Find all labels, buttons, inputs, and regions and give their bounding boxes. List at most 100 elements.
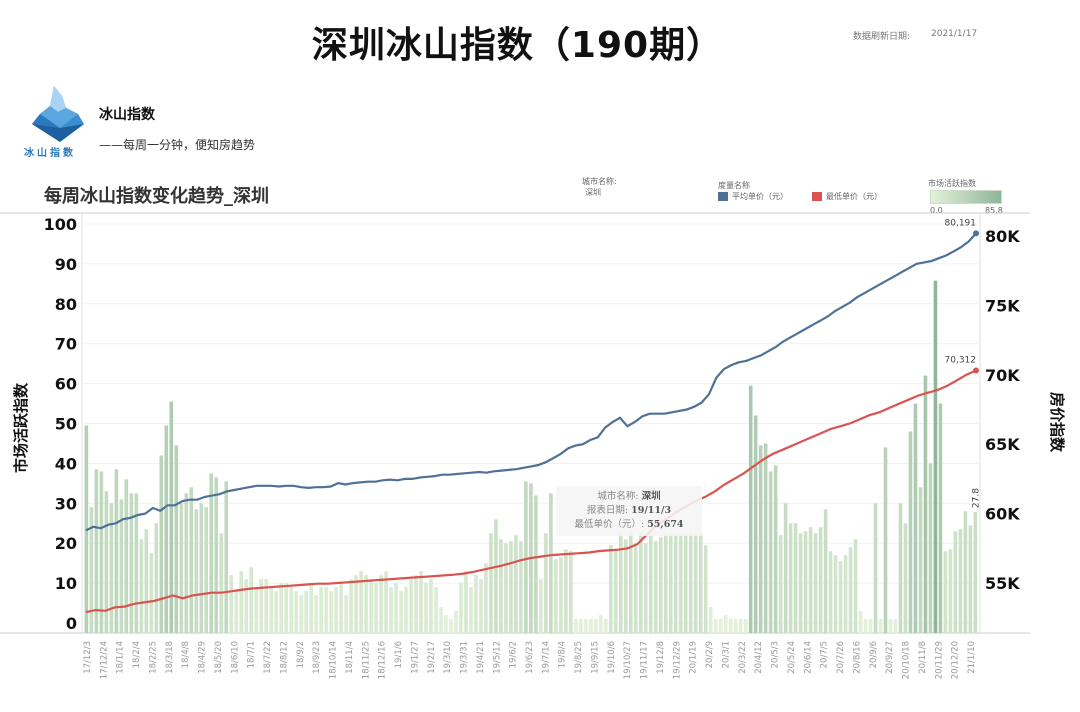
activity-bar[interactable] <box>838 561 843 633</box>
activity-bar[interactable] <box>614 549 618 633</box>
activity-bar[interactable] <box>269 587 273 633</box>
activity-bar[interactable] <box>723 615 728 633</box>
activity-bars[interactable] <box>84 280 978 633</box>
activity-bar[interactable] <box>688 533 693 633</box>
activity-bar[interactable] <box>444 615 448 633</box>
activity-bar[interactable] <box>379 575 383 633</box>
activity-bar[interactable] <box>179 503 184 633</box>
activity-bar[interactable] <box>524 481 528 633</box>
activity-bar[interactable] <box>888 619 893 633</box>
activity-bar[interactable] <box>743 619 748 633</box>
activity-bar[interactable] <box>134 493 139 633</box>
legend-item-avg-price[interactable]: 平均单价（元） <box>718 191 788 202</box>
activity-bar[interactable] <box>863 619 868 633</box>
activity-bar[interactable] <box>99 471 104 633</box>
activity-bar[interactable] <box>474 575 478 633</box>
activity-bar[interactable] <box>623 539 628 633</box>
activity-bar[interactable] <box>758 445 763 633</box>
activity-bar[interactable] <box>833 555 838 633</box>
activity-bar[interactable] <box>204 507 209 633</box>
activity-bar[interactable] <box>304 591 308 633</box>
activity-bar[interactable] <box>409 579 413 633</box>
activity-bar[interactable] <box>584 619 588 633</box>
activity-bar[interactable] <box>419 571 423 633</box>
activity-bar[interactable] <box>394 583 398 633</box>
activity-bar[interactable] <box>424 583 428 633</box>
activity-bar[interactable] <box>94 469 99 633</box>
activity-bar[interactable] <box>544 533 548 633</box>
activity-bar[interactable] <box>384 571 388 633</box>
activity-bar[interactable] <box>963 511 968 633</box>
activity-bar[interactable] <box>469 587 473 633</box>
activity-bar[interactable] <box>279 583 283 633</box>
activity-bar[interactable] <box>628 531 633 633</box>
activity-bar[interactable] <box>214 477 219 633</box>
activity-bar[interactable] <box>778 535 783 633</box>
activity-bar[interactable] <box>818 527 823 633</box>
activity-bar[interactable] <box>594 619 598 633</box>
activity-bar[interactable] <box>299 595 303 633</box>
activity-bar[interactable] <box>798 533 803 633</box>
activity-bar[interactable] <box>224 481 229 633</box>
activity-bar[interactable] <box>464 571 468 633</box>
legend-item-min-price[interactable]: 最低单价（元） <box>812 191 882 202</box>
activity-bar[interactable] <box>708 607 713 633</box>
activity-bar[interactable] <box>953 531 958 633</box>
activity-bar[interactable] <box>579 619 583 633</box>
activity-bar[interactable] <box>364 575 368 633</box>
activity-bar[interactable] <box>104 491 109 633</box>
activity-bar[interactable] <box>958 529 963 633</box>
avg-price-line[interactable] <box>85 232 977 532</box>
activity-bar[interactable] <box>89 507 94 633</box>
activity-bar[interactable] <box>748 385 753 633</box>
activity-bar[interactable] <box>319 587 323 633</box>
activity-bar[interactable] <box>574 619 578 633</box>
activity-bar[interactable] <box>344 595 348 633</box>
activity-bar[interactable] <box>883 447 888 633</box>
activity-bar[interactable] <box>114 469 119 633</box>
activity-bar[interactable] <box>184 493 189 633</box>
activity-bar[interactable] <box>174 445 179 633</box>
activity-bar[interactable] <box>124 479 129 633</box>
activity-bar[interactable] <box>783 503 788 633</box>
activity-bar[interactable] <box>149 553 154 633</box>
activity-bar[interactable] <box>314 595 318 633</box>
activity-bar[interactable] <box>728 619 733 633</box>
activity-bar[interactable] <box>753 415 758 633</box>
activity-bar[interactable] <box>254 587 259 633</box>
activity-bar[interactable] <box>289 587 293 633</box>
activity-bar[interactable] <box>539 579 543 633</box>
activity-bar[interactable] <box>663 533 668 633</box>
activity-bar[interactable] <box>389 587 393 633</box>
activity-bar[interactable] <box>968 525 973 633</box>
activity-bar[interactable] <box>738 619 743 633</box>
activity-bar[interactable] <box>873 503 878 633</box>
activity-bar[interactable] <box>858 611 863 633</box>
activity-bar[interactable] <box>768 471 773 633</box>
activity-bar[interactable] <box>144 529 149 633</box>
activity-bar[interactable] <box>154 523 159 633</box>
activity-bar[interactable] <box>329 591 333 633</box>
activity-bar[interactable] <box>549 493 553 633</box>
activity-bar[interactable] <box>199 503 204 633</box>
activity-bar[interactable] <box>534 495 538 633</box>
activity-bar[interactable] <box>898 503 903 633</box>
activity-bar[interactable] <box>484 563 488 633</box>
activity-bar[interactable] <box>733 619 738 633</box>
activity-bar[interactable] <box>763 443 768 633</box>
min-price-line[interactable] <box>85 369 977 614</box>
activity-bar[interactable] <box>494 519 498 633</box>
activity-bar[interactable] <box>933 280 938 633</box>
activity-bar[interactable] <box>434 587 438 633</box>
activity-bar[interactable] <box>599 615 603 633</box>
activity-bar[interactable] <box>369 579 373 633</box>
activity-bar[interactable] <box>643 543 648 633</box>
activity-bar[interactable] <box>713 619 718 633</box>
activity-bar[interactable] <box>793 523 798 633</box>
activity-bar[interactable] <box>504 543 508 633</box>
activity-bar[interactable] <box>119 499 124 633</box>
activity-bar[interactable] <box>903 523 908 633</box>
activity-bar[interactable] <box>159 455 164 633</box>
activity-bar[interactable] <box>414 575 418 633</box>
activity-bar[interactable] <box>908 431 913 633</box>
